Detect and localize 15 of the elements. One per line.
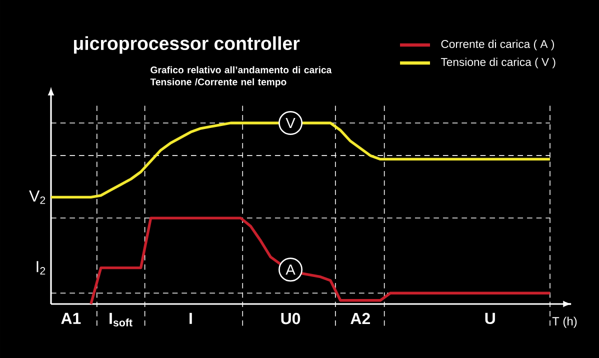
text: I$_{2}$	[36, 261, 46, 275]
text: V$_{2}$	[29, 190, 46, 204]
chart-title: μicroprocessor controller	[74, 36, 300, 54]
x-axis-title: T (h)	[552, 316, 577, 328]
annotation: A	[286, 264, 296, 275]
x-tick-label: U	[485, 312, 495, 324]
chart-subtitle: Grafico relativo all’andamento di carica Tensione /Corrente nel tempo	[150, 66, 332, 88]
x-tick-label: A2	[350, 312, 370, 324]
annotation: V	[286, 118, 296, 128]
x-tick-label: A1	[61, 312, 81, 324]
x-tick-label: U0	[281, 312, 300, 324]
legend-label: Tensione di carica ( V )	[440, 58, 556, 68]
legend-label: Corrente di carica ( A )	[441, 40, 554, 50]
x-tick-label: I$_{soft}$	[110, 312, 132, 326]
x-tick-label: I	[190, 312, 192, 324]
